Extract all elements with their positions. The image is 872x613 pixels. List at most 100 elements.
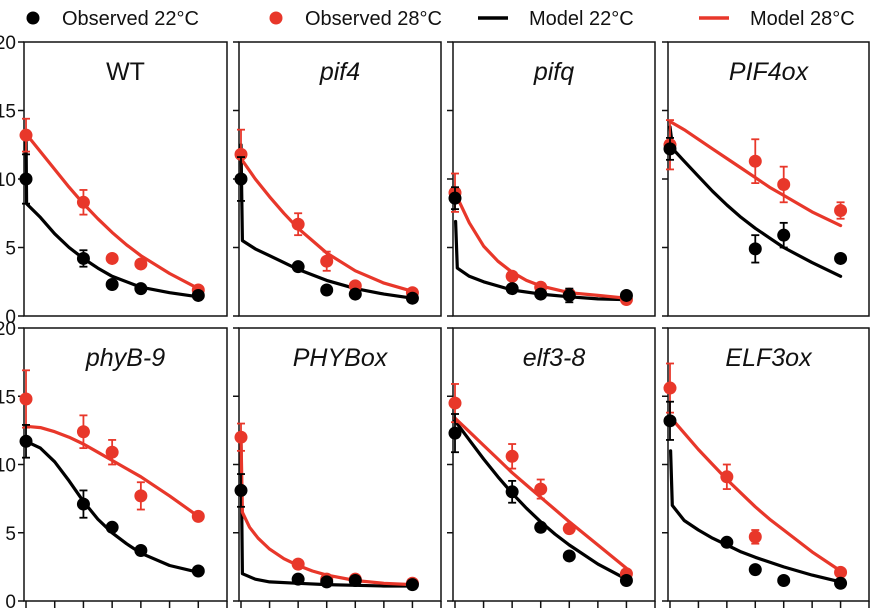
observed-22-point [534, 287, 548, 301]
observed-28-point [134, 489, 148, 503]
legend-entry: Observed 28°C [269, 8, 442, 30]
panel: phyB-9 0 5 10 15 20 [0, 319, 228, 613]
model-28-line [239, 156, 414, 293]
observed-22-point [777, 228, 791, 242]
observed-22-point [320, 575, 334, 589]
observed-28-point [19, 128, 33, 142]
model-22-line [24, 129, 200, 299]
observed-22-point [234, 172, 248, 186]
model-28-line [668, 119, 843, 228]
observed-22-point [663, 142, 677, 156]
y-tick-label: 5 [5, 239, 16, 260]
observed-22-point [663, 414, 677, 428]
legend-label: Observed 22°C [62, 8, 199, 30]
observed-28-point [748, 530, 762, 544]
model-22-line [669, 449, 843, 584]
observed-28-point [291, 557, 305, 571]
observed-28-point [19, 392, 33, 406]
observed-28-point [320, 254, 334, 268]
legend-marker [26, 11, 40, 25]
observed-28-point [562, 522, 576, 536]
y-tick-label: 0 [5, 592, 16, 613]
observed-28-point [448, 396, 462, 410]
observed-22-point [834, 251, 848, 265]
observed-22-point [105, 520, 119, 534]
observed-28-point [105, 251, 119, 265]
observed-28-point [663, 381, 677, 395]
observed-28-point [720, 470, 734, 484]
legend-entry: Observed 22°C [26, 8, 199, 30]
legend-marker [269, 11, 283, 25]
observed-22-point [834, 576, 848, 590]
chart-panels: WT 0 5 10 15 20 pif4 pifq PIF4ox phyB-9 0 5 10 15 20 PH… [0, 33, 870, 613]
observed-22-point [105, 277, 119, 291]
observed-22-point [619, 574, 633, 588]
observed-22-point [562, 288, 576, 302]
chart-legend: Observed 22°C Observed 28°C Model 22°C Mode… [26, 8, 855, 30]
y-tick-label: 20 [0, 33, 16, 54]
observed-28-point [834, 565, 848, 579]
observed-22-point [748, 563, 762, 577]
panel-title: pif4 [319, 58, 360, 86]
observed-22-point [348, 574, 362, 588]
model-28-line [453, 191, 628, 300]
observed-28-point [76, 425, 90, 439]
observed-22-point [562, 549, 576, 563]
observed-22-point [448, 191, 462, 205]
panel-title: PIF4ox [729, 58, 810, 86]
panel-title: elf3-8 [523, 344, 586, 372]
model-28-line [24, 424, 200, 518]
observed-22-point [320, 283, 334, 297]
panel: elf3-8 [447, 327, 656, 608]
observed-22-point [405, 291, 419, 305]
observed-28-point [748, 154, 762, 168]
panel-title: PHYBox [293, 344, 389, 372]
observed-22-point [748, 242, 762, 256]
observed-22-point [19, 434, 33, 448]
model-22-line [239, 143, 414, 300]
panel-title: WT [106, 58, 145, 86]
observed-28-point [834, 204, 848, 218]
observed-22-point [505, 485, 519, 499]
observed-28-point [105, 445, 119, 459]
panel: PHYBox [233, 327, 442, 608]
panel-title: pifq [533, 58, 574, 86]
observed-28-point [234, 430, 248, 444]
observed-22-point [134, 282, 148, 296]
observed-28-point [134, 257, 148, 271]
observed-22-point [534, 520, 548, 534]
y-tick-label: 0 [5, 307, 16, 328]
observed-28-point [191, 509, 205, 523]
y-tick-label: 15 [0, 102, 16, 123]
legend-label: Observed 28°C [305, 8, 442, 30]
model-28-line [239, 435, 414, 587]
observed-28-point [777, 177, 791, 191]
observed-22-point [234, 483, 248, 497]
observed-22-point [777, 574, 791, 588]
legend-label: Model 22°C [529, 8, 634, 30]
observed-22-point [19, 172, 33, 186]
observed-22-point [720, 535, 734, 549]
observed-22-point [348, 287, 362, 301]
observed-22-point [134, 543, 148, 557]
observed-28-point [291, 217, 305, 231]
observed-22-point [405, 578, 419, 592]
observed-28-point [534, 482, 548, 496]
legend-label: Model 28°C [750, 8, 855, 30]
observed-22-point [291, 572, 305, 586]
observed-22-point [291, 260, 305, 274]
model-22-line [668, 125, 843, 278]
observed-22-point [191, 288, 205, 302]
model-22-line [453, 419, 628, 581]
panel: PIF4ox [662, 41, 870, 317]
y-tick-label: 15 [0, 387, 16, 408]
panel: WT 0 5 10 15 20 [0, 33, 228, 328]
panel-title: phyB-9 [85, 344, 165, 372]
y-tick-label: 10 [0, 170, 16, 191]
legend-entry: Model 22°C [478, 8, 634, 30]
observed-28-point [505, 269, 519, 283]
observed-22-point [191, 564, 205, 578]
model-22-line [239, 442, 414, 588]
y-tick-label: 5 [5, 524, 16, 545]
